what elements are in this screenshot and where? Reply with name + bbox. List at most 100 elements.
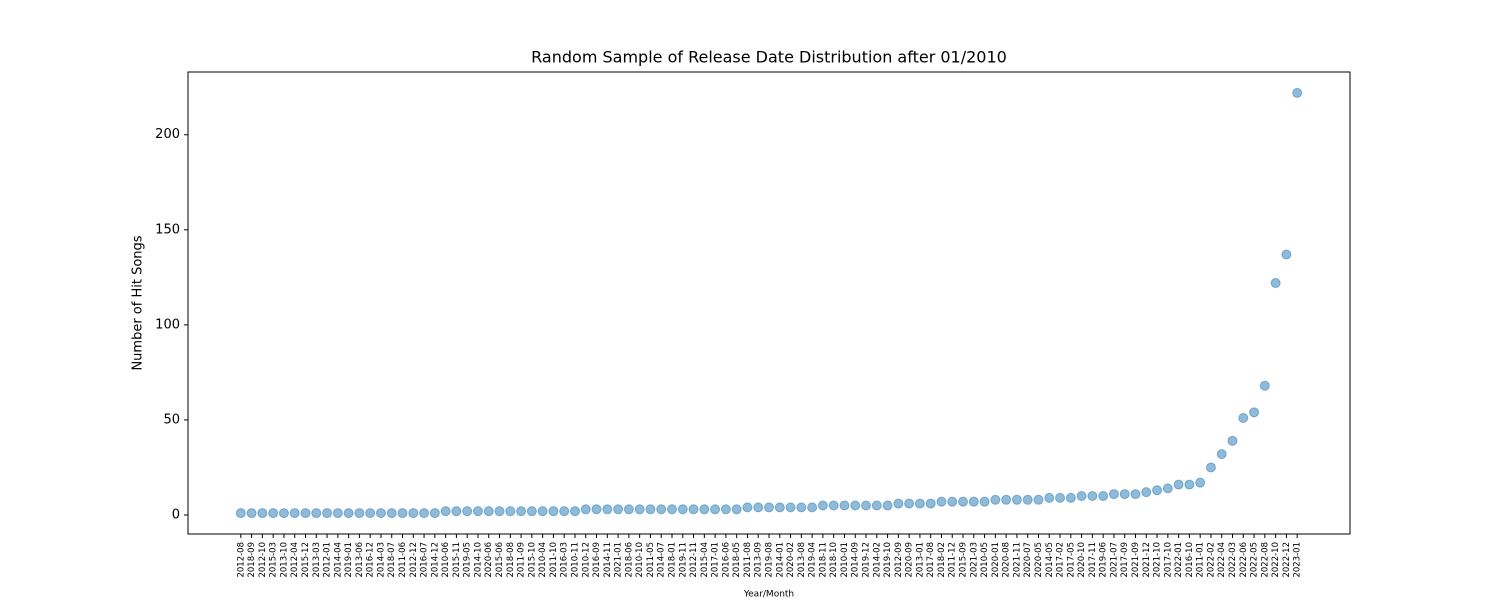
x-tick-label: 2022-08 [1260,542,1270,578]
point [365,508,376,519]
x-tick-label: 2016-03 [560,542,570,578]
x-tick-label: 2013-09 [754,542,764,578]
point [494,506,505,517]
x-tick-label: 2016-09 [592,542,602,578]
x-tick-label: 2021-01 [614,542,624,578]
point [386,508,397,519]
point [753,502,764,513]
x-tick-label: 2017-10 [1163,542,1173,578]
x-tick-label: 2013-06 [355,542,365,578]
x-tick-label: 2011-10 [549,542,559,578]
point [634,504,645,515]
x-tick-label: 2018-08 [506,542,516,578]
point [569,506,580,517]
point [246,508,257,519]
point [893,498,904,509]
point [1098,490,1109,501]
y-axis-label: Number of Hit Songs [131,235,146,370]
point [440,506,451,517]
x-tick-label: 2018-06 [624,542,634,578]
point [1141,487,1152,498]
x-tick-label: 2021-07 [1109,542,1119,578]
x-tick-label: 2014-01 [775,542,785,578]
point [774,502,785,513]
x-tick-label: 2012-08 [236,542,246,578]
x-tick-label: 2013-08 [797,542,807,578]
x-tick-label: 2012-11 [689,542,699,578]
point [1033,494,1044,505]
point [300,508,311,519]
point [1065,492,1076,503]
point [764,502,774,513]
point [483,506,494,517]
x-tick-label: 2019-06 [1099,542,1109,578]
x-tick-label: 2022-10 [1271,542,1281,578]
point [613,504,624,515]
point [257,508,268,519]
x-tick-label: 2011-06 [398,542,408,578]
x-tick-label: 2019-11 [678,542,688,578]
point [656,504,667,515]
point [1184,479,1195,490]
point [1108,489,1119,500]
x-tick-label: 2021-12 [1142,542,1152,578]
x-tick-label: 2021-10 [1153,542,1163,578]
x-tick-label: 2014-02 [872,542,882,578]
x-tick-label: 2015-10 [527,542,537,578]
point [591,504,602,515]
point [1152,485,1163,496]
y-tick-label: 50 [163,412,180,427]
x-tick-label: 2020-06 [484,542,494,578]
point [968,496,979,507]
x-tick-label: 2023-01 [1293,542,1303,578]
y-tick-label: 100 [155,317,180,332]
point [688,504,699,515]
x-tick-label: 2010-10 [635,542,645,578]
x-tick-label: 2017-09 [1120,542,1130,578]
x-tick-label: 2021-11 [1012,542,1022,578]
x-tick-label: 2019-08 [765,542,775,578]
point [1162,483,1173,494]
x-tick-label: 2015-11 [452,542,462,578]
point [278,508,289,519]
x-tick-label: 2014-03 [376,542,386,578]
point [419,508,430,519]
point [882,500,893,511]
point [537,506,548,517]
x-tick-label: 2010-11 [570,542,580,578]
point [1281,249,1292,260]
x-axis-label: Year/Month [743,590,794,600]
point [796,502,807,513]
x-tick-label: 2020-08 [1002,542,1012,578]
point [580,504,591,515]
x-tick-label: 2010-01 [840,542,850,578]
x-tick-label: 2018-05 [732,542,742,578]
point [1119,489,1130,500]
point [268,508,279,519]
x-tick-label: 2022-03 [1228,542,1238,578]
point [1011,494,1022,505]
point [548,506,559,517]
point [559,506,570,517]
x-tick-label: 2021-09 [1131,542,1141,578]
x-tick-label: 2018-02 [937,542,947,578]
x-tick-label: 2018-11 [818,542,828,578]
point [408,508,419,519]
x-tick-label: 2016-06 [721,542,731,578]
point [925,498,936,509]
x-tick-label: 2022-02 [1206,542,1216,578]
point [1292,87,1303,98]
x-tick-label: 2022-04 [1217,542,1227,578]
x-tick-label: 2019-10 [883,542,893,578]
x-tick-label: 2012-09 [894,542,904,578]
point [850,500,861,511]
point [785,502,796,513]
point [817,500,828,511]
point [1227,435,1238,446]
point [1216,449,1227,460]
x-tick-label: 2022-05 [1250,542,1260,578]
x-tick-label: 2010-06 [441,542,451,578]
x-tick-label: 2020-07 [1023,542,1033,578]
x-tick-label: 2022-01 [1174,542,1184,578]
